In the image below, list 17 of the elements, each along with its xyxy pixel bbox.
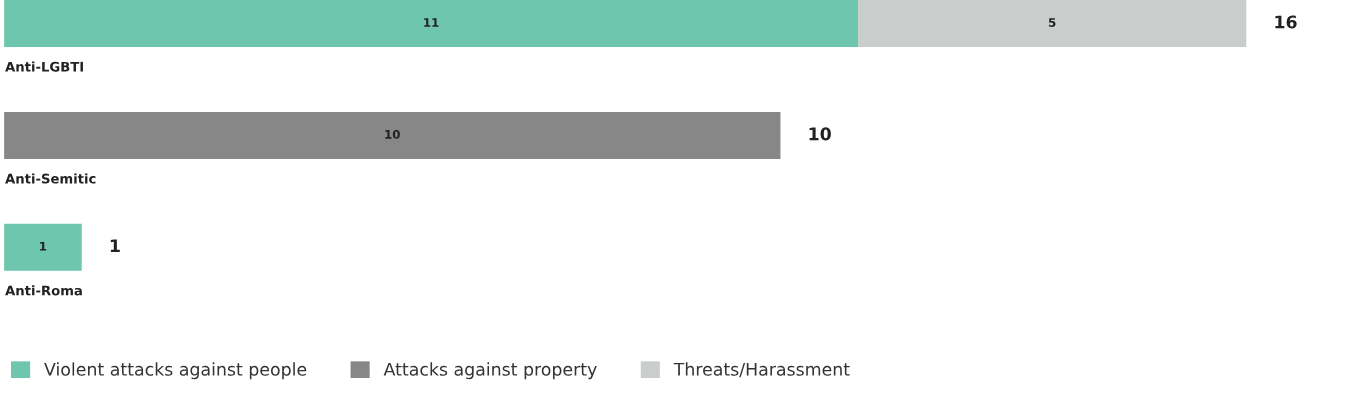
bar [4,0,859,47]
bar [4,111,781,159]
bar [4,223,82,271]
total-label: 1 [110,239,120,253]
y-tick-label: Anti-LGBTI [5,61,83,72]
total-label: 16 [1275,15,1297,29]
data-label: 11 [424,18,439,27]
legend-label: Threats/Harassment [673,362,850,378]
legend-label: Attacks against property [383,362,597,380]
bar [858,0,1247,47]
data-label: 5 [1048,18,1056,27]
data-label: 10 [385,129,400,139]
y-tick-label: Anti-Roma [5,285,82,296]
data-label: 1 [40,241,47,251]
total-label: 10 [809,127,831,141]
legend-label: Violent attacks against people [44,362,307,380]
y-tick-label: Anti-Semitic [5,173,96,184]
